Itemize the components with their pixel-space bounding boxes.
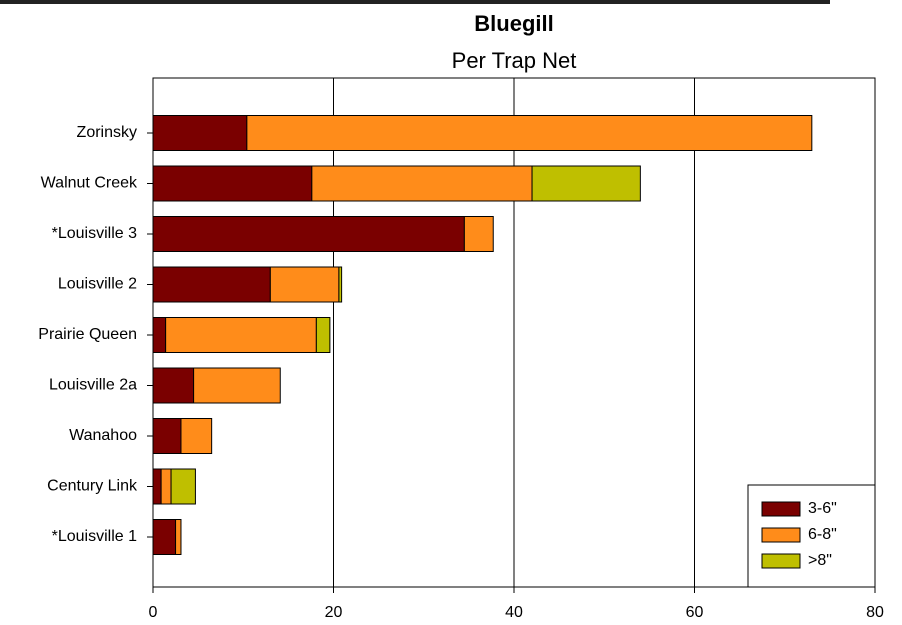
y-tick-label: Louisville 2a <box>49 377 137 394</box>
bar-segment <box>246 115 813 151</box>
bar-segment <box>152 165 313 202</box>
bar-segment <box>152 266 271 303</box>
bar-segment <box>152 216 465 252</box>
chart-subtitle: Per Trap Net <box>452 48 577 73</box>
x-tick-label: 20 <box>325 604 343 621</box>
y-tick-label: Louisville 2 <box>58 276 137 293</box>
bar-segment <box>338 266 343 303</box>
y-tick-label: Prairie Queen <box>38 326 137 343</box>
y-tick-label: *Louisville 1 <box>52 528 137 545</box>
bar-segment <box>170 468 196 505</box>
legend-swatch <box>761 553 801 569</box>
legend-label: >8" <box>808 552 832 569</box>
x-tick-label: 60 <box>686 604 704 621</box>
bar-segment <box>193 367 281 404</box>
top-border <box>0 0 830 4</box>
bar-segment <box>152 115 248 151</box>
bar-segment <box>152 367 195 404</box>
bar-segment <box>152 468 162 505</box>
legend-swatch <box>761 501 801 517</box>
x-tick-label: 80 <box>866 604 884 621</box>
bar-segment <box>180 418 213 454</box>
legend-swatch <box>761 527 801 543</box>
plot-frame <box>152 77 876 588</box>
bar-segment <box>315 317 331 353</box>
bar-segment <box>152 418 182 454</box>
bar-segment <box>152 317 167 353</box>
x-tick-label: 40 <box>505 604 523 621</box>
bar-segment <box>160 468 172 505</box>
y-tick-label: *Louisville 3 <box>52 225 137 242</box>
bar-segment <box>311 165 533 202</box>
chart-title: Bluegill <box>474 11 553 36</box>
bar-segment <box>175 519 182 555</box>
x-tick-label: 0 <box>149 604 158 621</box>
bar-segment <box>165 317 317 353</box>
bar-segment <box>152 519 177 555</box>
y-tick-label: Zorinsky <box>77 124 137 141</box>
bar-segment <box>531 165 641 202</box>
y-tick-label: Wanahoo <box>69 427 137 444</box>
y-tick-label: Walnut Creek <box>41 175 138 192</box>
bar-segment <box>463 216 494 252</box>
y-tick-label: Century Link <box>47 478 138 495</box>
legend-label: 3-6" <box>808 500 837 517</box>
bar-segment <box>269 266 340 303</box>
legend-label: 6-8" <box>808 526 837 543</box>
